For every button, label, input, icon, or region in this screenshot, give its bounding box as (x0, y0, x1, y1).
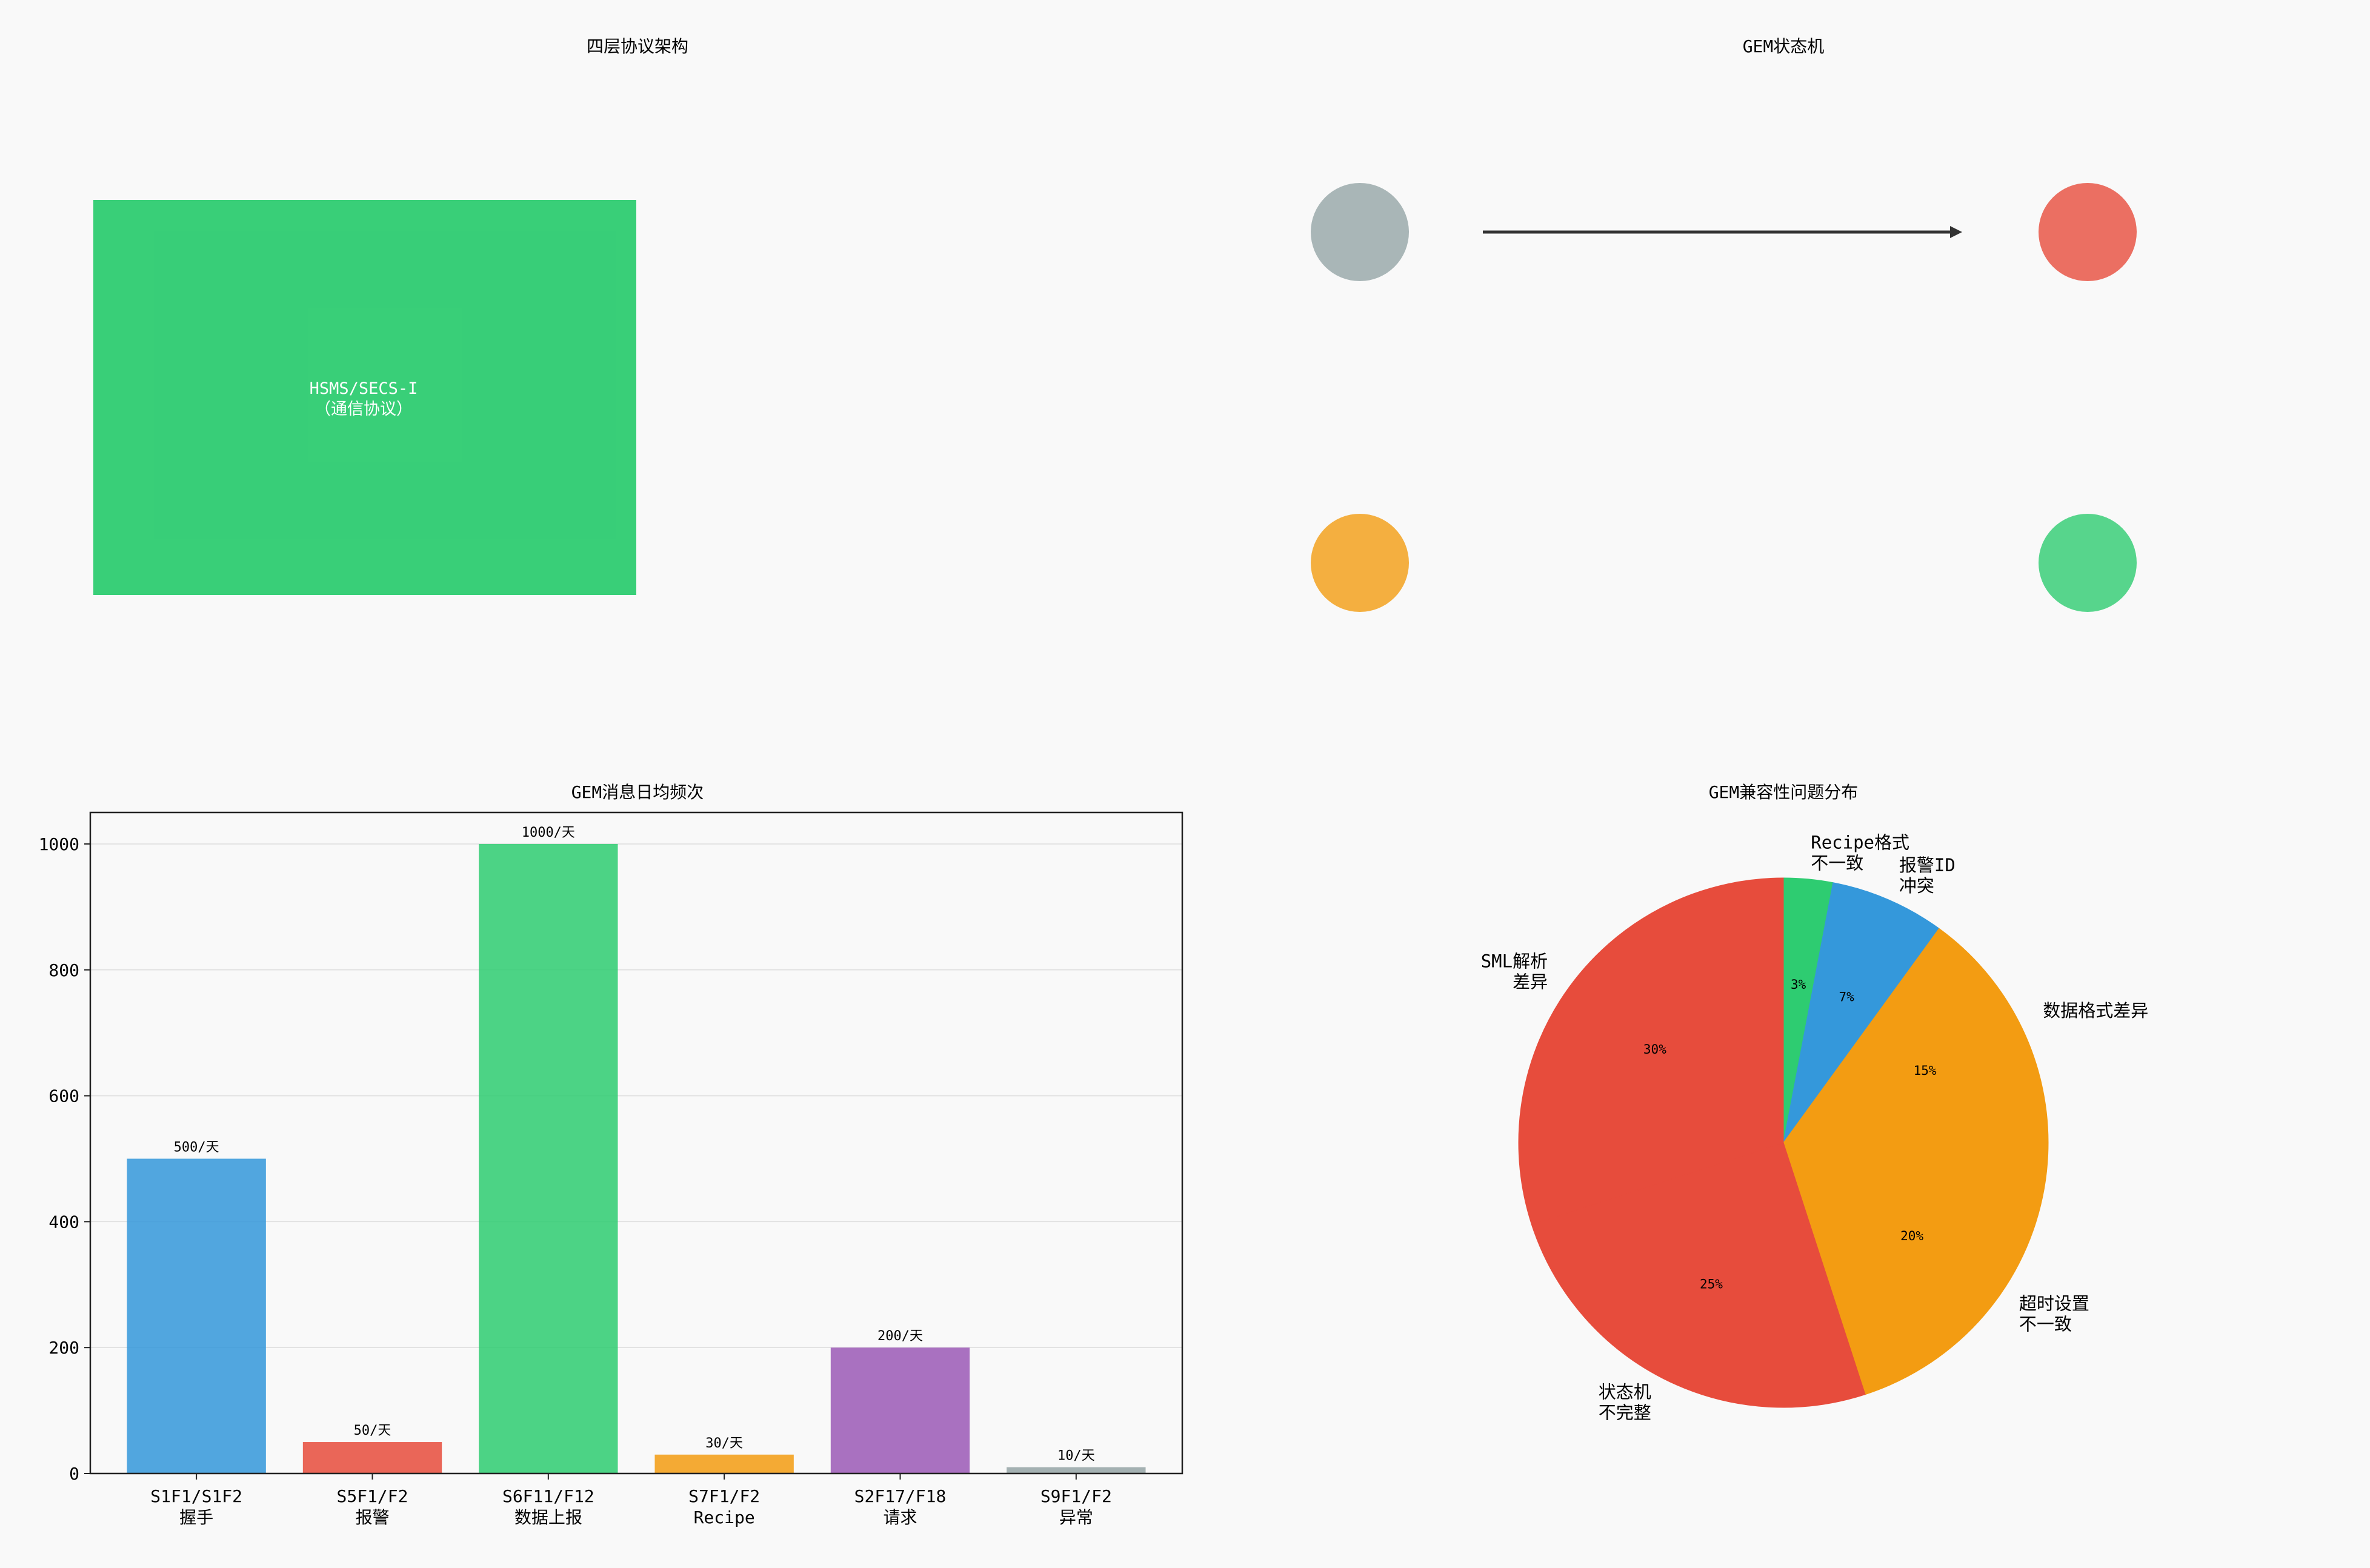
x-tick-label: 数据上报 (514, 1507, 582, 1527)
x-tick-label: Recipe (694, 1507, 755, 1527)
state-transition-arrowhead (1950, 226, 1962, 238)
state-node-offline (1311, 183, 1409, 281)
y-tick-label: 0 (69, 1464, 79, 1484)
bar (302, 1442, 442, 1473)
x-tick-label: 异常 (1059, 1507, 1093, 1527)
x-tick-label: S2F17/F18 (854, 1486, 947, 1506)
pie-slice (1518, 877, 1784, 1225)
bar-data-label: 50/天 (354, 1423, 391, 1438)
bar-chart-y-ticks: 0 200 400 600 800 1000 (39, 834, 90, 1484)
y-tick-label: 1000 (39, 834, 79, 854)
y-tick-label: 400 (48, 1212, 79, 1232)
pie-percent-label: 25% (1700, 1277, 1723, 1292)
bar (1007, 1467, 1146, 1473)
bar-data-label: 30/天 (705, 1436, 743, 1451)
pie-category-label: 不一致 (1811, 852, 1863, 873)
bar (479, 843, 618, 1473)
architecture-layer-block (93, 200, 636, 595)
bar-chart-title: GEM消息日均频次 (571, 782, 704, 802)
architecture-panel: 四层协议架构 HSMS/SECS-I （通信协议） (93, 36, 688, 595)
state-node-remote (2039, 514, 2137, 612)
pie-category-label: 冲突 (1899, 875, 1934, 896)
y-tick-label: 600 (48, 1086, 79, 1106)
pie-chart-slices (1518, 877, 2049, 1408)
pie-chart-title: GEM兼容性问题分布 (1709, 782, 1859, 802)
pie-slice (1531, 1142, 1866, 1408)
pie-percent-label: 15% (1914, 1063, 1937, 1078)
bar-data-label: 200/天 (877, 1329, 923, 1344)
x-tick-label: S6F11/F12 (502, 1486, 594, 1506)
state-machine-panel: GEM状态机 (1311, 36, 2137, 612)
bar (830, 1347, 970, 1473)
pie-chart-percent-labels: 3% 7% 15% 20% 25% 30% (1643, 977, 1937, 1292)
architecture-title: 四层协议架构 (587, 36, 688, 56)
pie-percent-label: 3% (1791, 977, 1806, 992)
x-tick-label: 握手 (179, 1507, 213, 1527)
state-node-alarm (2039, 183, 2137, 281)
x-tick-label: S9F1/F2 (1040, 1486, 1112, 1506)
pie-slice (1783, 882, 1940, 1143)
state-machine-title: GEM状态机 (1743, 36, 1825, 56)
pie-category-label: 状态机 (1599, 1381, 1651, 1402)
architecture-block-label-line-2: （通信协议） (315, 400, 413, 419)
pie-slice (1783, 928, 2049, 1143)
y-tick-label: 800 (48, 960, 79, 980)
bar-data-label: 10/天 (1057, 1449, 1095, 1464)
x-tick-label: 报警 (355, 1507, 389, 1527)
x-tick-label: S5F1/F2 (336, 1486, 408, 1506)
pie-percent-label: 20% (1900, 1229, 1923, 1243)
pie-category-label: 数据格式差异 (2043, 1000, 2148, 1021)
y-tick-label: 200 (48, 1338, 79, 1358)
pie-category-label: Recipe格式 (1811, 832, 1909, 852)
state-node-local (1311, 514, 1409, 612)
pie-percent-label: 7% (1839, 989, 1854, 1004)
pie-category-label: 不完整 (1599, 1402, 1651, 1423)
pie-chart-panel: GEM兼容性问题分布 3%7%15%20%25%30% Recipe格式不一致报… (1481, 782, 2149, 1423)
architecture-block-label-line-1: HSMS/SECS-I (310, 379, 418, 398)
bar-chart-panel: GEM消息日均频次 0 200 400 600 800 1000 500/天 50/天 100… (39, 782, 1183, 1527)
bar-data-label: 500/天 (174, 1140, 219, 1155)
bar-chart-bars (127, 843, 1146, 1473)
pie-category-label: SML解析 (1481, 951, 1548, 971)
pie-category-label: 超时设置 (2019, 1294, 2089, 1314)
pie-slice (1783, 1142, 2049, 1395)
bar (127, 1158, 266, 1473)
bar-chart-data-labels: 500/天 50/天 1000/天 30/天 200/天 10/天 (174, 825, 1095, 1464)
pie-category-label: 差异 (1513, 971, 1548, 992)
bar-chart-frame (89, 811, 1183, 1475)
x-tick-label: S1F1/S1F2 (150, 1486, 242, 1506)
x-tick-label: 请求 (883, 1507, 917, 1527)
pie-category-label: 报警ID (1899, 855, 1956, 875)
x-tick-label: S7F1/F2 (688, 1486, 760, 1506)
pie-percent-label: 30% (1643, 1042, 1666, 1057)
bar (654, 1454, 794, 1473)
pie-category-label: 不一致 (2019, 1314, 2072, 1335)
architecture-block-label: HSMS/SECS-I （通信协议） (310, 379, 418, 419)
bar-data-label: 1000/天 (522, 825, 575, 840)
